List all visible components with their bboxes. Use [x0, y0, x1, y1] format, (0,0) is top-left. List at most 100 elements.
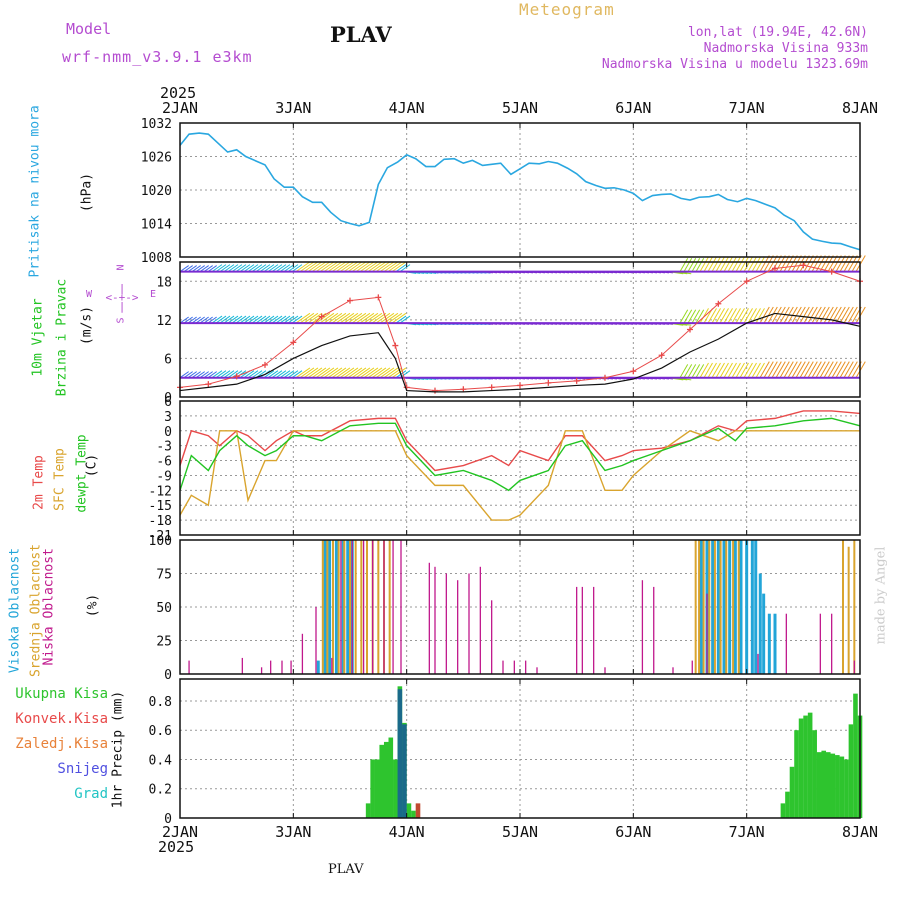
wind-barb [247, 264, 259, 273]
wind-barb [739, 308, 749, 324]
wind-barb [299, 261, 315, 273]
wind-barb [279, 315, 291, 324]
temp-ytick-label: -21 [149, 529, 172, 544]
wind-barb [223, 264, 235, 273]
wind-barb [827, 361, 838, 378]
wind-gust-marker [375, 294, 382, 301]
wind-barb [731, 362, 741, 378]
wind-barb [847, 361, 858, 378]
wind-barb [335, 261, 351, 273]
wind-barb [695, 364, 705, 378]
wind-ytick-label: 18 [156, 275, 172, 290]
wind-barb [707, 308, 717, 324]
precip-ytick-label: 0.2 [149, 783, 172, 798]
wind-barb [287, 370, 299, 379]
precip-total-bar [374, 759, 380, 818]
wind-barb [695, 258, 705, 272]
wind-barb [183, 316, 193, 324]
temp-ytick-label: 0 [164, 425, 172, 440]
wind-barb [207, 265, 217, 273]
wind-barb [295, 312, 311, 324]
wind-barb [267, 315, 279, 324]
precip-total-bar [848, 724, 854, 818]
wind-barb [759, 306, 770, 324]
wind-barb [307, 367, 323, 379]
x-tick-label-bottom: 6JAN [615, 823, 651, 841]
wind-barb [315, 261, 331, 273]
wind-barb [299, 367, 315, 379]
wind-barb [215, 264, 227, 273]
wind-barb [315, 312, 331, 324]
wind-barb [827, 255, 838, 272]
wind-barb [807, 361, 818, 378]
wind-barb [271, 370, 283, 379]
wind-barb [283, 264, 295, 273]
wind-barb [375, 312, 391, 324]
wind-barb [355, 367, 371, 379]
wind-barb [179, 316, 189, 324]
wind-barb [267, 264, 279, 273]
wind-gust-marker [602, 374, 608, 381]
wind-ytick-label: 6 [164, 352, 172, 367]
wind-barb [223, 370, 235, 379]
wind-barb [767, 361, 778, 378]
wind-barb [363, 367, 379, 379]
wind-barb [719, 308, 729, 324]
wind-barb [823, 255, 834, 272]
wind-barb [687, 309, 697, 324]
wind-barb [303, 367, 319, 379]
wind-barb [311, 367, 327, 379]
wind-barb [327, 261, 343, 273]
wind-barb [787, 255, 798, 272]
wind-barb [307, 261, 323, 273]
pressure-line [179, 132, 861, 251]
precip-total-bar [393, 759, 398, 818]
wind-barb [679, 258, 689, 272]
wind-barb [831, 255, 842, 272]
wind-barb [827, 306, 838, 324]
wind-gust-marker [715, 300, 722, 307]
wind-barb [311, 261, 327, 273]
wind-barb [227, 264, 239, 273]
precip-total-bar [789, 766, 795, 818]
wind-speed-line [179, 312, 861, 393]
wind-barb [215, 370, 227, 379]
pressure-ytick-label: 1008 [141, 251, 172, 266]
wind-barb [343, 261, 359, 273]
wind-barb [791, 306, 802, 324]
wind-barb [683, 258, 693, 272]
wind-barb [287, 264, 299, 273]
model-altitude-text: Nadmorska Visina u modelu 1323.69m [601, 57, 868, 72]
station-title: PLAV [330, 22, 392, 47]
precip-label-grad: Grad [74, 786, 108, 802]
wind-barb [295, 261, 311, 273]
wind-barb [375, 261, 391, 273]
wind-gust-marker [658, 352, 665, 359]
wind-barb [343, 312, 359, 324]
wind-gust-marker [347, 297, 353, 304]
wind-barb [347, 261, 363, 273]
wind-barb [731, 256, 741, 272]
wind-barb [819, 361, 830, 378]
pressure-ytick-label: 1014 [141, 218, 172, 233]
wind-barb [251, 370, 263, 379]
wind-barb [359, 312, 375, 324]
temp-ytick-label: -15 [149, 499, 172, 514]
wind-barb [715, 362, 725, 378]
wind-barb [375, 367, 391, 379]
cloud-ytick-label: 75 [156, 568, 172, 583]
wind-barb [399, 315, 411, 324]
wind-barb [243, 315, 255, 324]
wind-barb [767, 306, 778, 324]
wind-barb [231, 264, 243, 273]
wind-barb [331, 367, 347, 379]
wind-barb [743, 308, 753, 324]
wind-barb [691, 258, 701, 272]
wind-barb [679, 309, 689, 324]
wind-barb [799, 306, 810, 324]
wind-barb [287, 315, 299, 324]
wind-barb [255, 264, 267, 273]
wind-barb [835, 306, 846, 324]
wind-barb [371, 312, 387, 324]
temp-ytick-label: -3 [156, 440, 172, 455]
